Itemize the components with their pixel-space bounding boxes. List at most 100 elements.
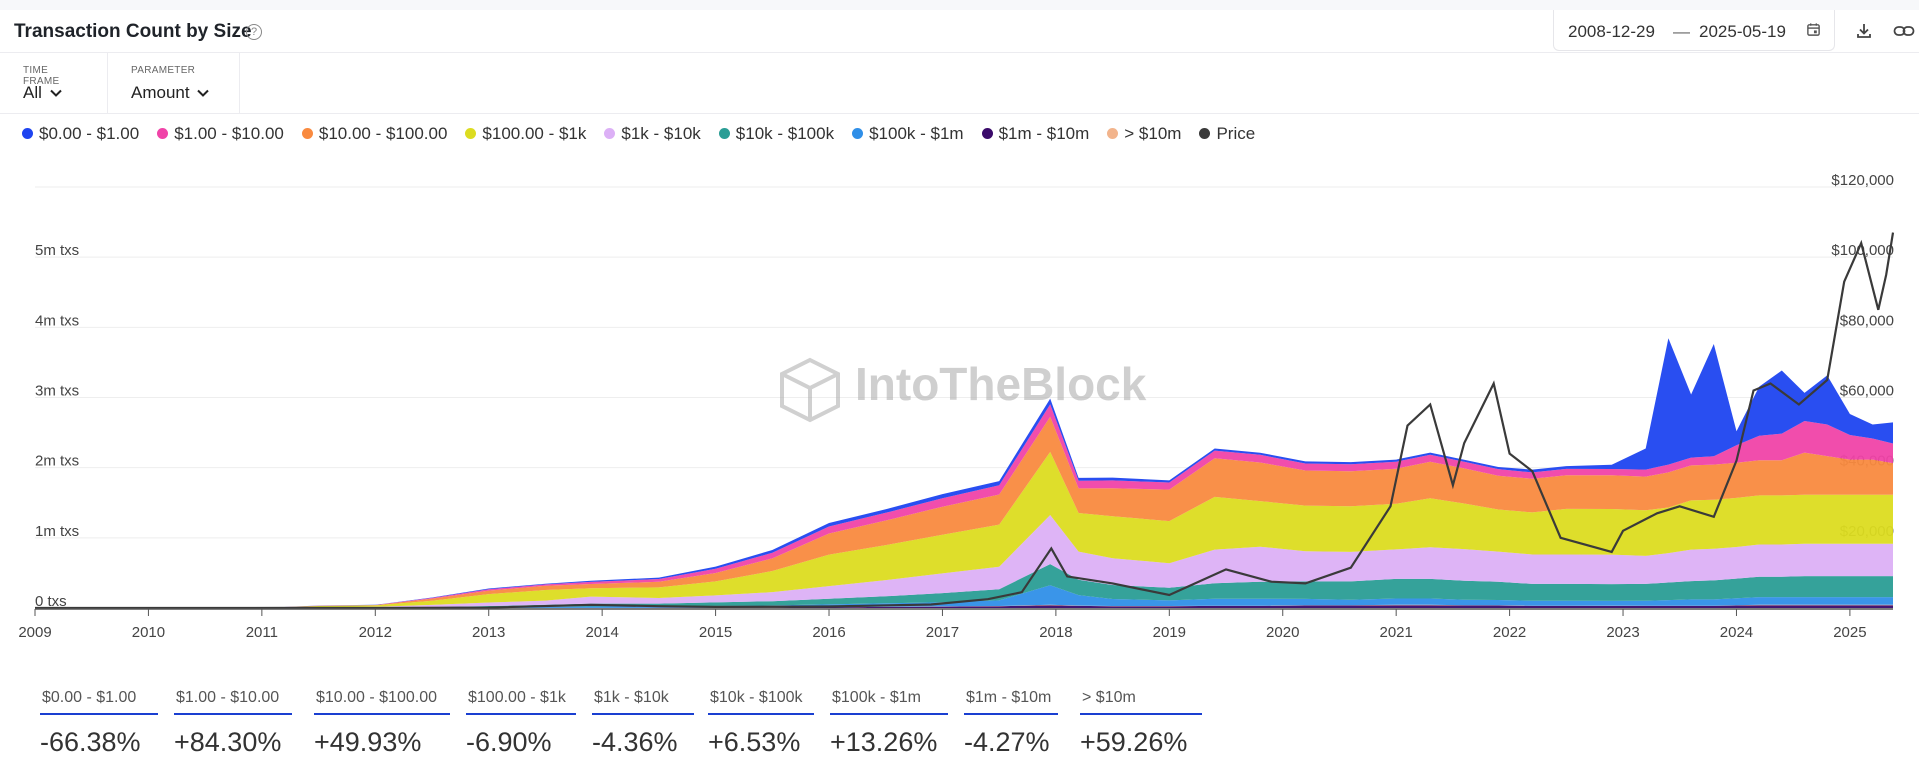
watermark-hex-icon [780,357,840,423]
x-tick-label: 2024 [1720,624,1753,641]
page-title: Transaction Count by Size [14,21,252,42]
legend-dot-icon [465,128,477,139]
legend-item[interactable]: $100k - $1m [852,124,964,144]
stat-value: +84.30% [174,727,282,757]
area-series-100-00-1k [35,451,1893,608]
legend-label: Price [1216,124,1256,143]
stat-label: $10k - $100k [708,685,814,715]
chevron-down-icon [197,89,210,97]
legend-dot-icon [718,128,730,139]
x-tick-label: 2018 [1039,624,1072,641]
parameter-select[interactable]: Amount [131,83,210,103]
date-end[interactable]: 2025-05-19 [1699,22,1786,41]
stat-item: $1k - $10k -4.36% [592,685,694,758]
legend-label: $1.00 - $10.00 [174,124,284,143]
legend-item[interactable]: $100.00 - $1k [465,124,586,144]
x-tick-label: 2022 [1493,624,1526,641]
stat-label: $1m - $10m [964,685,1058,715]
chart-legend: $0.00 - $1.00 $1.00 - $10.00 $10.00 - $100… [22,124,1273,148]
y-tick-label-right: $120,000 [1831,172,1894,189]
link-icon[interactable] [1893,22,1915,40]
area-series-1k-10k [35,515,1893,608]
stat-item: > $10m +59.26% [1080,685,1202,758]
stat-value: -4.27% [964,727,1050,757]
stat-value: +49.93% [314,727,422,757]
stat-value: -66.38% [40,727,141,757]
area-series-1m-10m [35,605,1893,608]
parameter-label: PARAMETER [131,65,196,76]
x-tick-label: 2021 [1379,624,1412,641]
help-icon[interactable]: ? [246,24,262,40]
x-tick-label: 2017 [926,624,959,641]
x-tick-label: 2020 [1266,624,1299,641]
parameter-control[interactable]: PARAMETER Amount [107,53,240,113]
x-tick-label: 2010 [132,624,165,641]
legend-item[interactable]: $1k - $10k [604,124,701,144]
stat-value: +13.26% [830,727,938,757]
legend-item[interactable]: > $10m [1107,124,1181,144]
stat-value: -4.36% [592,727,678,757]
date-range-picker[interactable]: 2008-12-29 — 2025-05-19 [1553,10,1835,51]
stat-item: $0.00 - $1.00 -66.38% [40,685,158,758]
x-tick-label: 2012 [359,624,392,641]
legend-item[interactable]: $0.00 - $1.00 [22,124,139,144]
x-tick-label: 2025 [1833,624,1866,641]
x-tick-label: 2016 [812,624,845,641]
area-series-10k-100k [35,564,1893,608]
legend-dot-icon [1107,128,1119,139]
area-series-1-00-10-00 [35,404,1893,608]
price-line [35,232,1895,610]
stat-label: $100k - $1m [830,685,948,715]
y-tick-label-left: 1m txs [35,523,79,540]
x-tick-label: 2009 [18,624,51,641]
y-tick-label-left: 5m txs [35,242,79,259]
y-tick-label-right: $80,000 [1840,312,1894,329]
legend-dot-icon [604,128,616,139]
watermark-text: IntoTheBlock [855,358,1147,410]
x-tick-label: 2013 [472,624,505,641]
legend-item[interactable]: $1.00 - $10.00 [157,124,284,144]
legend-item[interactable]: $10.00 - $100.00 [301,124,448,144]
stat-value: -6.90% [466,727,552,757]
legend-dot-icon [22,128,33,139]
legend-label: $1m - $10m [998,124,1090,143]
legend-item[interactable]: $10k - $100k [718,124,835,144]
area-series-0-00-1-00 [35,338,1893,608]
y-tick-label-left: 4m txs [35,312,79,329]
legend-label: $10.00 - $100.00 [318,124,448,143]
parameter-value: Amount [131,83,190,102]
x-tick-label: 2015 [699,624,732,641]
legend-dot-icon [301,128,313,139]
stat-label: $0.00 - $1.00 [40,685,158,715]
download-icon[interactable] [1855,22,1873,40]
y-tick-label-left: 0 txs [35,593,67,610]
calendar-icon[interactable] [1806,22,1821,37]
date-separator: — [1673,22,1690,41]
timeframe-control[interactable]: TIME FRAME All [0,53,108,113]
stat-label: $1k - $10k [592,685,694,715]
legend-label: $10k - $100k [735,124,835,143]
chevron-down-icon [49,89,62,97]
y-tick-label-left: 2m txs [35,453,79,470]
x-tick-label: 2023 [1606,624,1639,641]
y-tick-label-left: 3m txs [35,383,79,400]
legend-label: $0.00 - $1.00 [39,124,140,143]
stat-item: $100k - $1m +13.26% [830,685,948,758]
legend-item[interactable]: Price [1199,124,1255,144]
stat-item: $100.00 - $1k -6.90% [466,685,576,758]
legend-item[interactable]: $1m - $10m [981,124,1090,144]
legend-dot-icon [981,128,993,139]
timeframe-select[interactable]: All [23,83,62,103]
legend-label: $100.00 - $1k [482,124,587,143]
date-start[interactable]: 2008-12-29 [1568,22,1655,41]
timeframe-label: TIME FRAME [23,65,60,87]
legend-label: $1k - $10k [621,124,701,143]
x-tick-label: 2014 [585,624,618,641]
x-tick-label: 2019 [1153,624,1186,641]
chart-header: Transaction Count by Size ? 2008-12-29 —… [0,10,1919,53]
legend-dot-icon [852,128,864,139]
stat-label: > $10m [1080,685,1202,715]
stat-label: $10.00 - $100.00 [314,685,450,715]
stat-item: $1m - $10m -4.27% [964,685,1058,758]
